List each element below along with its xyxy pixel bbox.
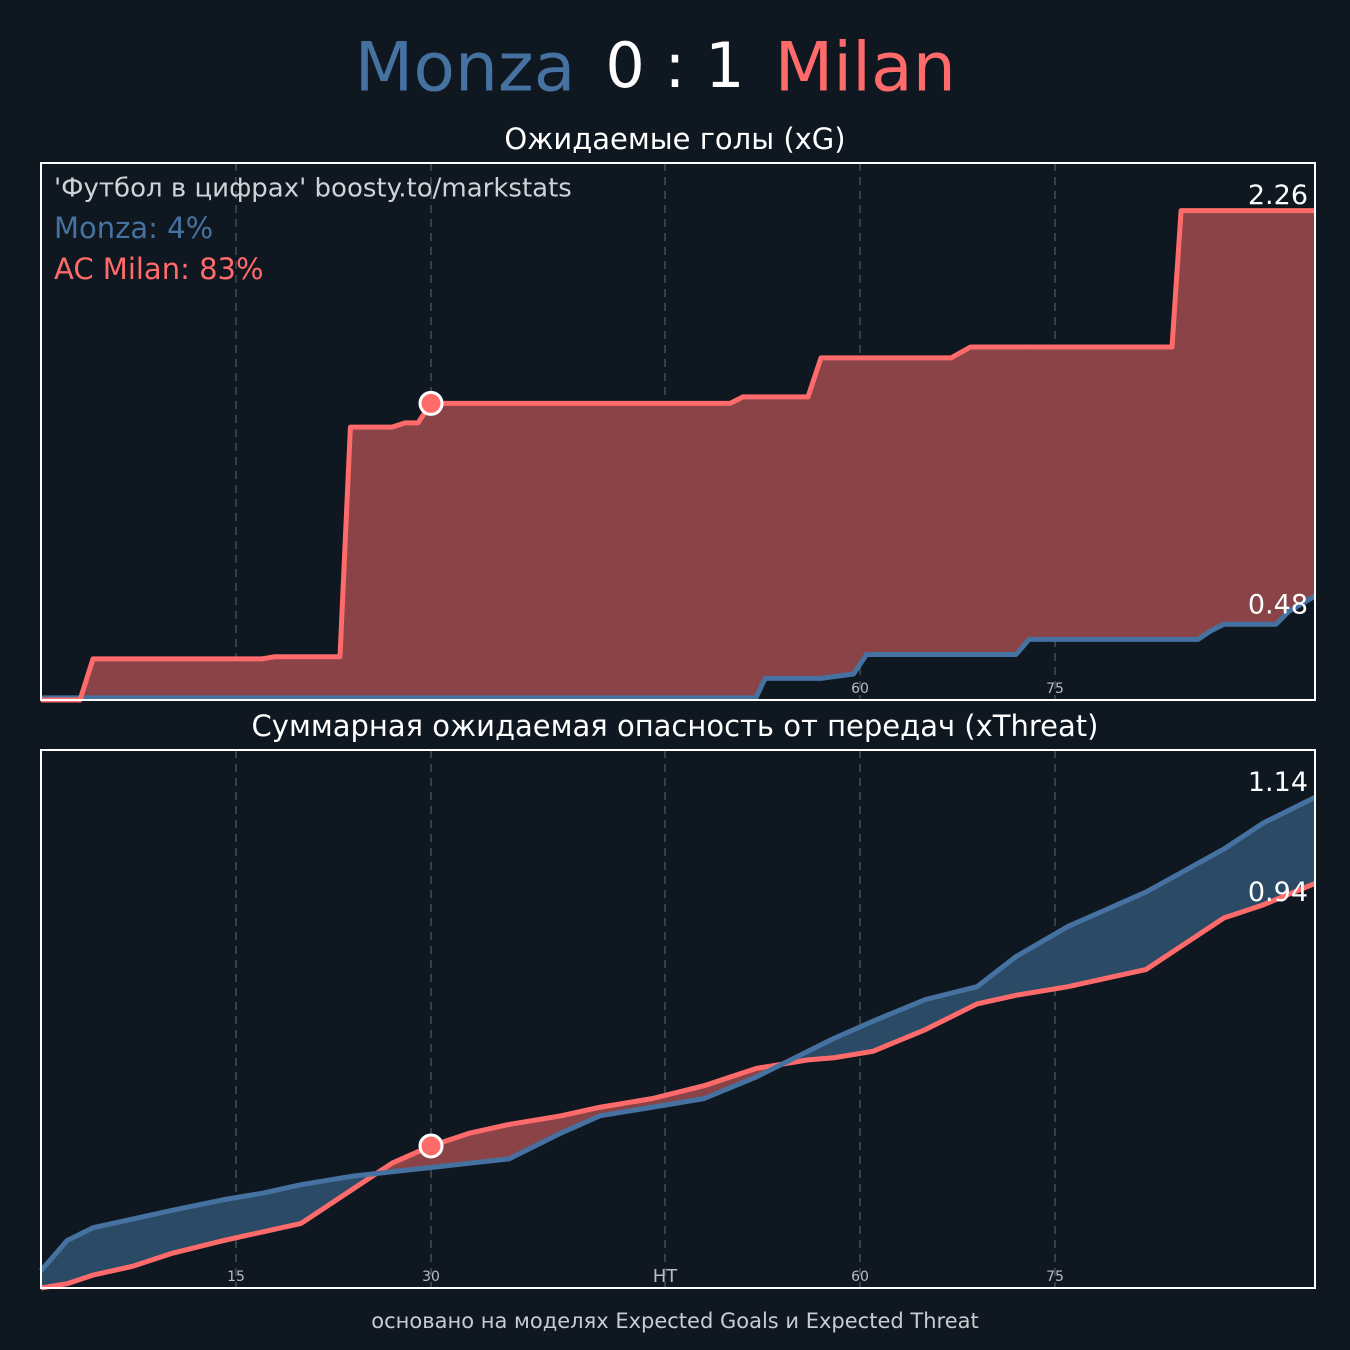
fill-between [1223,210,1277,625]
fill-between [1015,346,1030,656]
fill-between [1288,210,1316,612]
x-tick-label: 30 [422,1269,440,1285]
fill-between [742,396,757,699]
series-line [41,593,1317,701]
end-label: 1.14 [1248,767,1308,798]
series-line [40,881,1316,1291]
chart-title: Ожидаемые голы (xG) [504,122,845,156]
fill-between [950,346,971,655]
fill-between [274,656,341,699]
fill-between [92,658,263,699]
x-tick-label: 75 [1046,681,1064,697]
fill-between [1197,210,1212,640]
x-tick-label: 15 [227,1269,245,1285]
fill-between [820,357,854,679]
fill-between [853,357,867,676]
goal-marker [418,390,444,416]
series-line [41,208,1315,703]
home-team: Monza [355,29,576,108]
score: 0 : 1 [605,29,744,102]
annotation: Monza: 4% [54,211,213,245]
fill-between [417,402,432,699]
fill-between [755,396,766,698]
fill-between [430,403,731,699]
fill-between [1180,210,1199,640]
away-team: Milan [775,29,956,108]
fill-between [807,357,822,679]
fill-between [970,346,1017,655]
x-tick-label: 60 [851,1269,869,1285]
end-label: 0.48 [1248,590,1308,621]
fill-between [866,357,952,655]
end-label: 2.26 [1248,180,1308,211]
fill-between [1210,210,1225,632]
annotation: 'Футбол в цифрах' boosty.to/markstats [54,174,572,204]
footer: основано на моделях Expected Goals и Exp… [371,1309,978,1333]
end-label: 0.94 [1248,877,1308,908]
fill-between [391,422,406,699]
fill-between [1275,210,1290,625]
goal-marker [418,1133,444,1159]
fill-between [729,396,744,699]
fill-between [261,656,276,699]
plot-frame [40,162,1316,701]
fill-between [350,426,393,699]
fill-between [404,422,419,699]
chart-title: Суммарная ожидаемая опасность от передач… [252,709,1099,743]
x-tick-label: 75 [1046,1269,1064,1285]
x-tick-label: HT [653,1266,679,1287]
annotation: AC Milan: 83% [54,252,264,286]
fill-between [764,396,809,679]
plot-frame [40,749,1316,1289]
x-tick-label: 60 [851,681,869,697]
series-line [39,795,1317,1273]
fill-between [1028,346,1173,640]
